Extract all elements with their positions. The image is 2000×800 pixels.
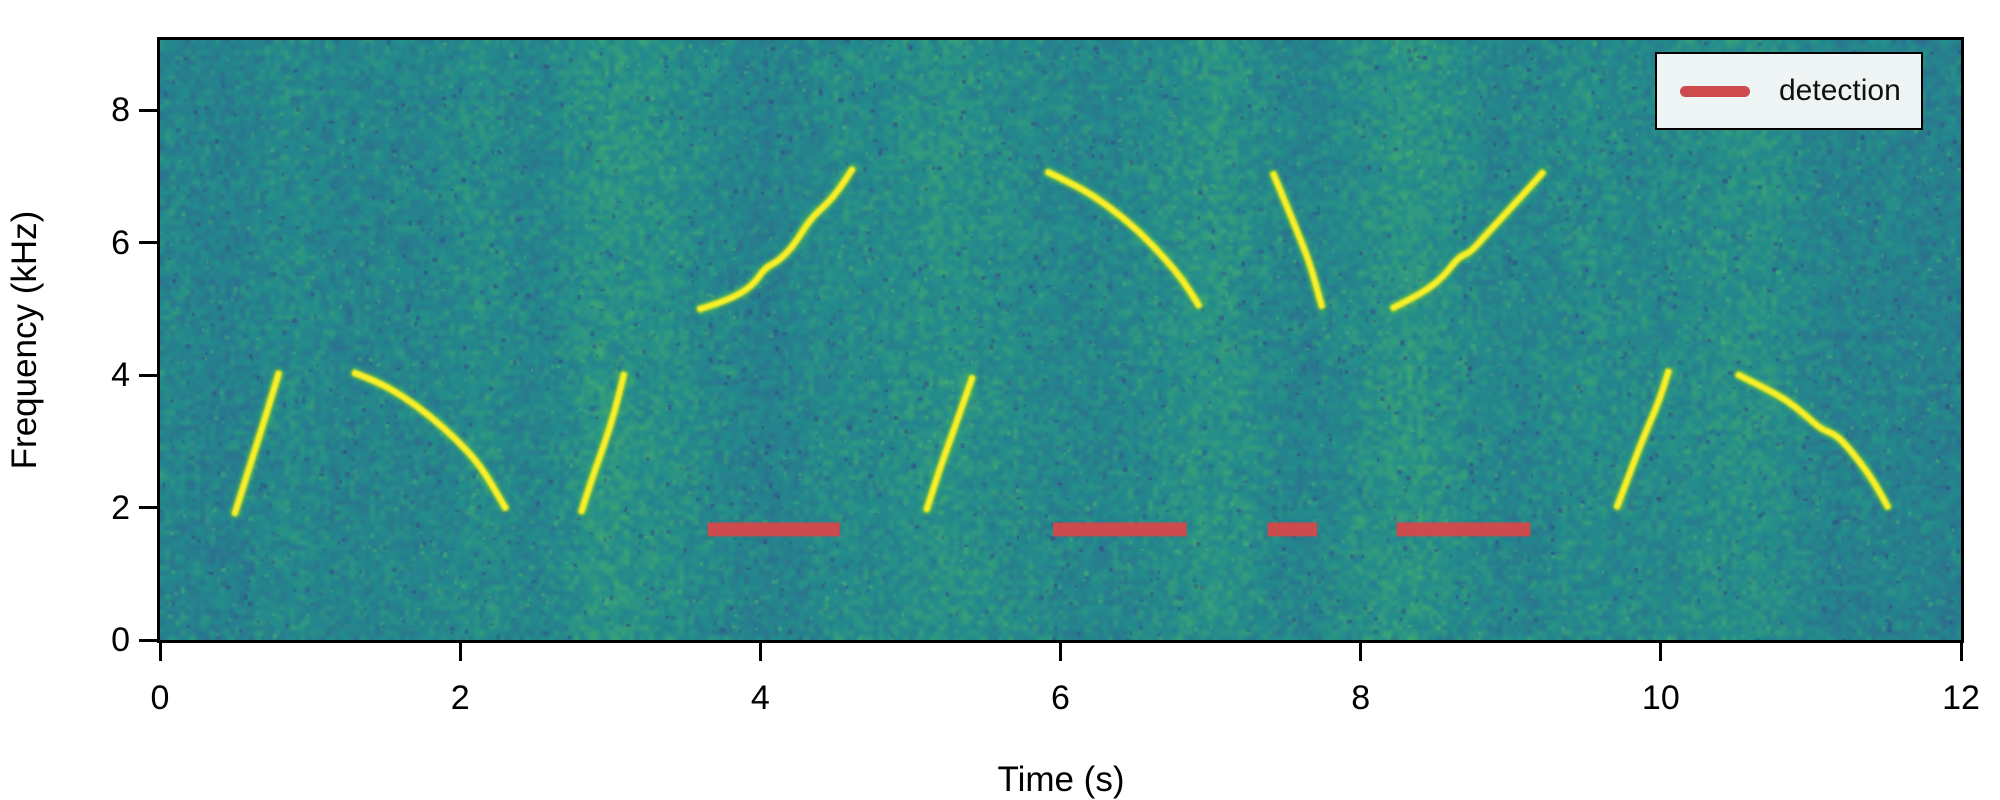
detection-line-swatch (1680, 85, 1750, 97)
x-tick (1059, 643, 1062, 661)
plot-area: detection (157, 37, 1964, 643)
legend: detection (1655, 52, 1923, 130)
y-tick (139, 506, 157, 510)
x-tick (158, 643, 162, 661)
x-tick-label: 8 (1351, 679, 1371, 717)
x-tick (1659, 643, 1663, 661)
x-tick (758, 643, 762, 661)
legend-label: detection (1779, 74, 1901, 107)
y-tick (139, 638, 157, 642)
x-tick (1959, 643, 1963, 661)
x-tick (1359, 643, 1363, 661)
y-tick-label: 2 (111, 488, 130, 527)
spectrogram-canvas (160, 40, 1961, 640)
y-tick (139, 373, 157, 377)
x-tick-label: 4 (750, 679, 770, 717)
y-tick (139, 241, 157, 245)
x-tick-label: 6 (1051, 679, 1070, 717)
x-tick-label: 0 (150, 679, 170, 717)
y-tick-label: 4 (111, 356, 130, 395)
x-tick-label: 12 (1942, 679, 1980, 717)
x-tick (458, 643, 462, 661)
x-tick-label: 10 (1641, 679, 1680, 717)
y-tick-label: 6 (111, 223, 130, 262)
y-tick-label: 8 (111, 91, 130, 130)
x-tick-label: 2 (450, 679, 470, 717)
y-tick-label: 0 (111, 621, 130, 659)
x-axis-title: Time (s) (997, 760, 1125, 799)
y-tick (139, 108, 157, 112)
